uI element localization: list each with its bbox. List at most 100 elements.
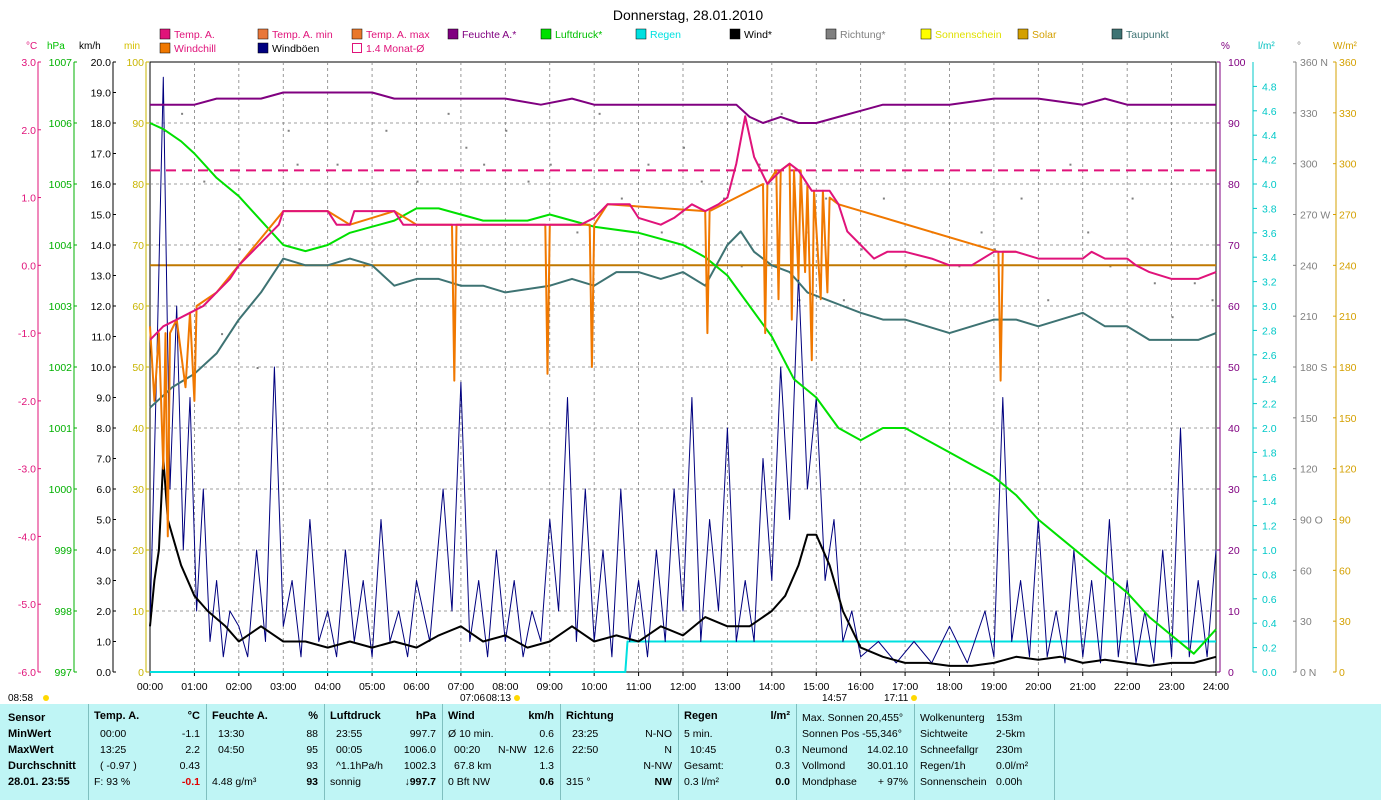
humidity-tick-label: 40 xyxy=(1228,423,1240,435)
rain-tick-label: 1.4 xyxy=(1262,496,1277,508)
pressure-current: ↓997.7 xyxy=(404,776,436,788)
direction-point xyxy=(740,265,743,268)
temp-tick-label: 3.0 xyxy=(21,57,36,69)
x-tick-label: 12:00 xyxy=(670,681,696,693)
direction-point xyxy=(958,265,961,268)
legend-swatch xyxy=(257,28,269,40)
humidity-max-time: 04:50 xyxy=(218,744,245,756)
cloud-base-label: Wolkenunterg xyxy=(920,712,985,724)
rain-total-val: 0.3 xyxy=(775,760,790,772)
direction-r2-time: 22:50 xyxy=(572,744,599,756)
temp-tick-label: -2.0 xyxy=(18,396,36,408)
direction-tick-label: 300 xyxy=(1300,159,1318,171)
pressure-tick-label: 1004 xyxy=(49,240,73,252)
legend-label: Luftdruck* xyxy=(555,29,602,41)
new-moon-date: 14.02.10 xyxy=(867,744,908,756)
wind-beaufort: 0 Bft NW xyxy=(448,776,491,788)
legend: Temp. A. Temp. A. min Temp. A. max Feuchte … xyxy=(159,28,1169,55)
wind-avg-day: 1.3 xyxy=(539,760,554,772)
label-min: MinWert xyxy=(8,728,52,740)
wind-tick-label: 3.0 xyxy=(96,576,111,588)
direction-point xyxy=(1131,197,1134,200)
legend-swatch xyxy=(825,28,837,40)
zenith-time: 14:57 xyxy=(822,693,847,704)
humidity-tick-label: 90 xyxy=(1228,118,1240,130)
rain-tick-label: 4.8 xyxy=(1262,81,1277,93)
temp-unit: °C xyxy=(26,41,37,52)
pressure-tick-label: 1001 xyxy=(49,423,73,435)
solar-tick-label: 300 xyxy=(1339,159,1357,171)
rain-time: 10:45 xyxy=(690,744,717,756)
rain-tick-label: 4.4 xyxy=(1262,130,1277,142)
pressure-tick-label: 1007 xyxy=(49,57,73,69)
x-axis: 00:00 01:00 02:00 03:00 04:00 05:00 06:00 07:00… xyxy=(137,672,1229,693)
x-tick-label: 09:00 xyxy=(537,681,563,693)
solar-tick-label: 360 xyxy=(1339,57,1357,69)
direction-r1-time: 23:25 xyxy=(572,728,599,740)
direction-unit: ° xyxy=(1297,41,1301,52)
pressure-tick-label: 1003 xyxy=(49,301,73,313)
rain-tick-label: 1.8 xyxy=(1262,447,1277,459)
legend-swatch xyxy=(635,28,647,40)
humidity-unit-label: % xyxy=(308,710,318,722)
solar-tick-label: 240 xyxy=(1339,260,1357,272)
direction-point xyxy=(825,197,828,200)
humidity-tick-label: 10 xyxy=(1228,606,1240,618)
pressure-unit-label: hPa xyxy=(415,710,436,722)
grid xyxy=(150,62,1216,672)
legend-swatch xyxy=(159,42,171,54)
direction-point xyxy=(722,197,725,200)
x-tick-label: 07:00 xyxy=(448,681,474,693)
humidity-min-val: 88 xyxy=(306,728,318,740)
direction-point xyxy=(647,163,650,166)
sun-tick-label: 40 xyxy=(132,423,144,435)
direction-point xyxy=(1047,299,1050,302)
pressure-header: Luftdruck xyxy=(330,710,381,722)
solar-unit: W/m² xyxy=(1333,41,1358,52)
direction-point xyxy=(296,163,299,166)
rain-tick-label: 0.8 xyxy=(1262,569,1277,581)
legend-label: Feuchte A.* xyxy=(462,29,516,41)
temp-avg-note: ( -0.97 ) xyxy=(100,760,137,772)
label-footer: 28.01. 23:55 xyxy=(8,776,70,788)
humidity-tick-label: 20 xyxy=(1228,545,1240,557)
solar-tick-label: 270 xyxy=(1339,210,1357,222)
rain-interval: 5 min. xyxy=(684,728,713,740)
humidity-tick-label: 80 xyxy=(1228,179,1240,191)
direction-point xyxy=(1153,282,1156,285)
humidity-tick-label: 30 xyxy=(1228,484,1240,496)
rain-tick-label: 3.0 xyxy=(1262,301,1277,313)
direction-header: Richtung xyxy=(566,710,614,722)
direction-point xyxy=(758,163,761,166)
legend-swatch xyxy=(352,43,362,53)
humidity-tick-label: 50 xyxy=(1228,362,1240,374)
wind-tick-label: 11.0 xyxy=(91,332,111,344)
moon-phase-label: Mondphase xyxy=(802,776,857,788)
legend-swatch xyxy=(729,28,741,40)
direction-tick-label: 210 xyxy=(1300,311,1318,323)
x-tick-label: 06:00 xyxy=(403,681,429,693)
humidity-current: 93 xyxy=(306,776,318,788)
wind-header: Wind xyxy=(448,710,475,722)
humidity-tick-label: 0 xyxy=(1228,667,1234,679)
temp-tick-label: -6.0 xyxy=(18,667,36,679)
sun-tick-label: 100 xyxy=(126,57,144,69)
wind-tick-label: 17.0 xyxy=(91,149,112,161)
legend-label: Wind* xyxy=(744,29,772,41)
stats-panel: Sensor MinWert MaxWert Durchschnitt 28.0… xyxy=(0,704,1381,800)
rain-column: Regen l/m² 5 min. 10:45 0.3 Gesamt: 0.3 … xyxy=(678,704,796,800)
direction-point xyxy=(993,248,996,251)
humidity-footer-left: 4.48 g/m³ xyxy=(212,776,257,788)
sun-icon xyxy=(911,695,917,701)
rain-val: 0.3 xyxy=(775,744,790,756)
direction-point xyxy=(1193,282,1196,285)
sunset-time: 17:11 xyxy=(884,693,909,704)
sun-position: Sonnen Pos -55,346° xyxy=(802,728,902,740)
rain-total-label: Gesamt: xyxy=(684,760,724,772)
legend-swatch xyxy=(1111,28,1123,40)
humidity-avg-val: 93 xyxy=(306,760,318,772)
temp-unit-label: °C xyxy=(187,710,200,722)
wind-tick-label: 0.0 xyxy=(96,667,111,679)
visibility-label: Sichtweite xyxy=(920,728,968,740)
solar-tick-label: 0 xyxy=(1339,667,1345,679)
